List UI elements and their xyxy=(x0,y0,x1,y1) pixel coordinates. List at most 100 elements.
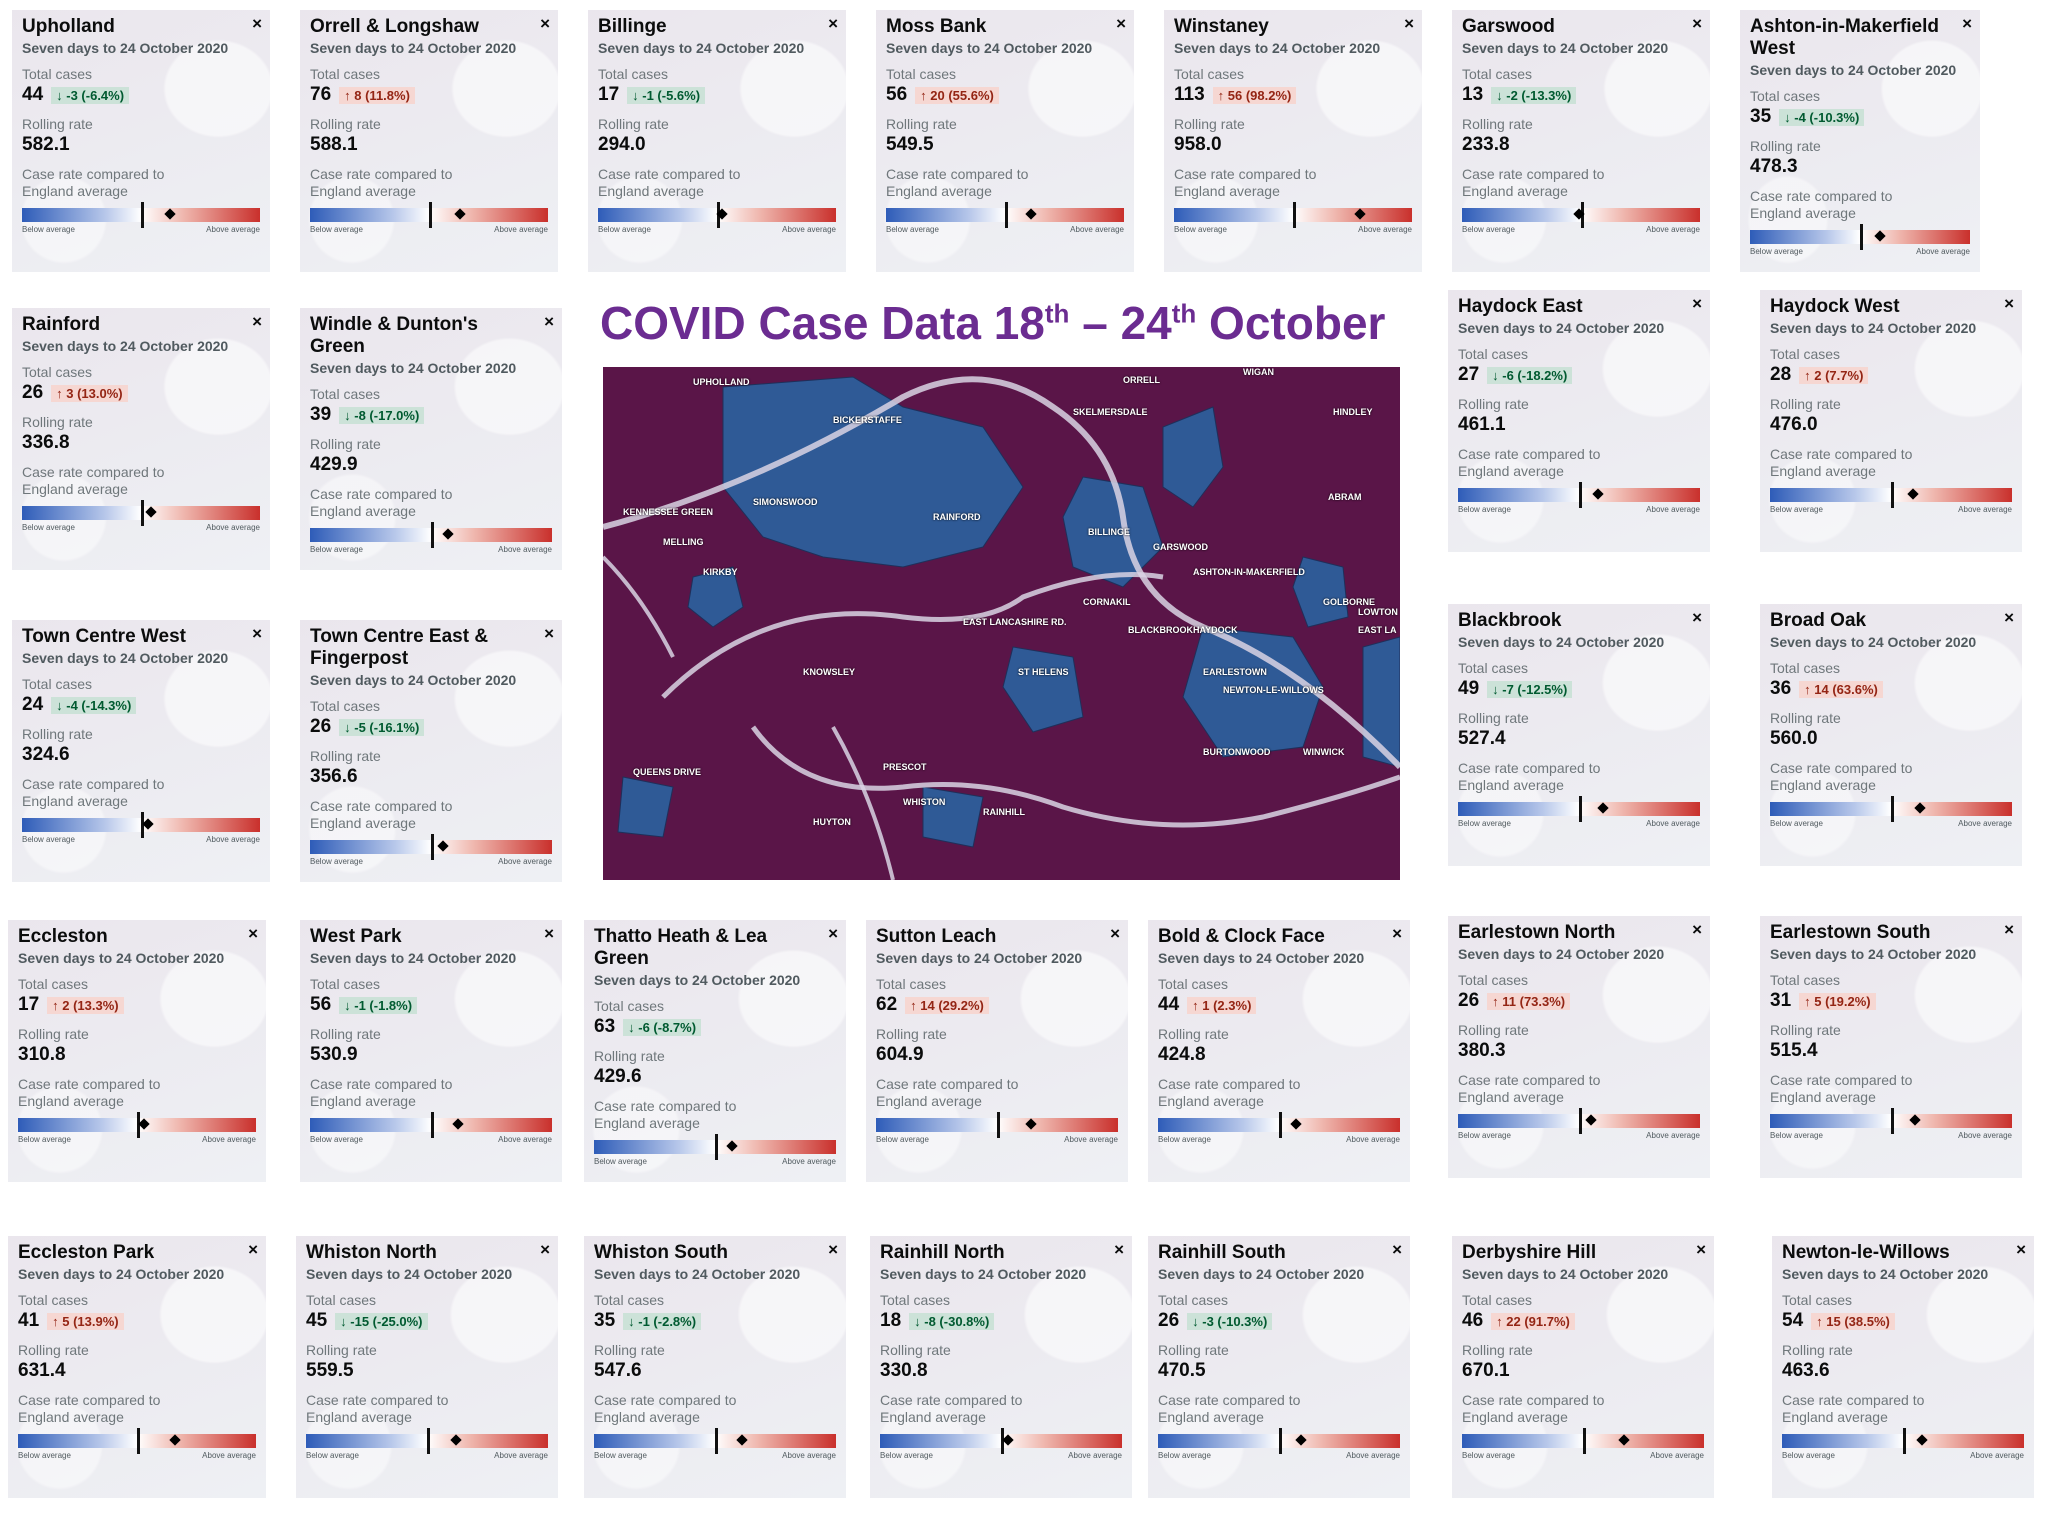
ward-card[interactable]: × Sutton Leach Seven days to 24 October 20… xyxy=(866,920,1128,1182)
ward-card[interactable]: × Winstaney Seven days to 24 October 2020 T… xyxy=(1164,10,1422,272)
ward-card[interactable]: × Town Centre East & Fingerpost Seven days… xyxy=(300,620,562,882)
below-average-region xyxy=(617,776,674,838)
ward-card[interactable]: × Whiston South Seven days to 24 October 2… xyxy=(584,1236,846,1498)
compare-label: Case rate compared to England average xyxy=(306,1392,548,1426)
ward-card[interactable]: × West Park Seven days to 24 October 2020 T… xyxy=(300,920,562,1182)
ward-card[interactable]: × Upholland Seven days to 24 October 2020 T… xyxy=(12,10,270,272)
compare-line-2: England average xyxy=(1158,1409,1264,1425)
ward-card[interactable]: × Whiston North Seven days to 24 October 2… xyxy=(296,1236,558,1498)
compare-label: Case rate compared to England average xyxy=(1458,446,1700,480)
ward-card[interactable]: × Rainhill North Seven days to 24 October … xyxy=(870,1236,1132,1498)
ward-card[interactable]: × Newton-le-Willows Seven days to 24 Octob… xyxy=(1772,1236,2034,1498)
close-icon[interactable]: × xyxy=(2004,294,2014,313)
close-icon[interactable]: × xyxy=(1962,14,1972,33)
ward-card[interactable]: × Thatto Heath & Lea Green Seven days to 2… xyxy=(584,920,846,1182)
close-icon[interactable]: × xyxy=(1114,1240,1124,1259)
compare-line-2: England average xyxy=(22,793,128,809)
close-icon[interactable]: × xyxy=(252,312,262,331)
change-badge: ↑ 3 (13.0%) xyxy=(51,384,128,402)
total-cases-label: Total cases xyxy=(306,1292,377,1308)
close-icon[interactable]: × xyxy=(1404,14,1414,33)
compare-label: Case rate compared to England average xyxy=(1770,446,2012,480)
period-label: Seven days to 24 October 2020 xyxy=(1770,320,1977,336)
ward-map[interactable]: UPHOLLAND ORRELL WIGAN BICKERSTAFFE SKELMERS… xyxy=(603,367,1400,880)
ward-name: Windle & Dunton's Green xyxy=(310,314,478,357)
change-value: 11 (73.3%) xyxy=(1502,993,1566,1009)
ward-card[interactable]: × Town Centre West Seven days to 24 Octobe… xyxy=(12,620,270,882)
close-icon[interactable]: × xyxy=(540,1240,550,1259)
ward-card[interactable]: × Haydock West Seven days to 24 October 20… xyxy=(1760,290,2022,552)
close-icon[interactable]: × xyxy=(2004,608,2014,627)
ward-card[interactable]: × Rainhill South Seven days to 24 October … xyxy=(1148,1236,1410,1498)
close-icon[interactable]: × xyxy=(248,924,258,943)
rolling-rate-value: 429.9 xyxy=(310,454,358,475)
compare-label: Case rate compared to England average xyxy=(18,1392,256,1426)
ward-card[interactable]: × Broad Oak Seven days to 24 October 2020 T… xyxy=(1760,604,2022,866)
ward-card[interactable]: × Eccleston Seven days to 24 October 2020 T… xyxy=(8,920,266,1182)
close-icon[interactable]: × xyxy=(828,924,838,943)
ward-rate-marker xyxy=(169,1434,181,1446)
ward-card[interactable]: × Ashton-in-Makerfield West Seven days to … xyxy=(1740,10,1980,272)
close-icon[interactable]: × xyxy=(1692,14,1702,33)
arrow-down-icon: ↓ xyxy=(344,997,355,1013)
change-value: 1 (2.3%) xyxy=(1202,997,1252,1013)
ward-card[interactable]: × Blackbrook Seven days to 24 October 2020… xyxy=(1448,604,1710,866)
close-icon[interactable]: × xyxy=(828,14,838,33)
close-icon[interactable]: × xyxy=(544,924,554,943)
ward-rate-marker xyxy=(726,1140,738,1152)
compare-label: Case rate compared to England average xyxy=(310,166,548,200)
ward-card[interactable]: × Haydock East Seven days to 24 October 20… xyxy=(1448,290,1710,552)
rolling-rate-value: 478.3 xyxy=(1750,156,1798,177)
close-icon[interactable]: × xyxy=(1696,1240,1706,1259)
comparison-bar xyxy=(310,834,552,860)
change-badge: ↓ -5 (-16.1%) xyxy=(339,718,425,736)
close-icon[interactable]: × xyxy=(1110,924,1120,943)
close-icon[interactable]: × xyxy=(1392,924,1402,943)
ward-rate-marker xyxy=(142,818,154,830)
total-cases-label: Total cases xyxy=(1458,660,1529,676)
total-cases-value: 39 xyxy=(310,404,332,425)
close-icon[interactable]: × xyxy=(252,14,262,33)
close-icon[interactable]: × xyxy=(1392,1240,1402,1259)
close-icon[interactable]: × xyxy=(1116,14,1126,33)
cases-row: 54 ↑ 15 (38.5%) xyxy=(1782,1310,2024,1332)
close-icon[interactable]: × xyxy=(2004,920,2014,939)
rolling-rate-label: Rolling rate xyxy=(880,1342,951,1358)
total-cases-value: 27 xyxy=(1458,364,1480,385)
ward-rate-marker xyxy=(437,840,449,852)
ward-card[interactable]: × Orrell & Longshaw Seven days to 24 Octob… xyxy=(300,10,558,272)
close-icon[interactable]: × xyxy=(1692,294,1702,313)
close-icon[interactable]: × xyxy=(248,1240,258,1259)
total-cases-label: Total cases xyxy=(1770,660,1841,676)
ward-card[interactable]: × Earlestown North Seven days to 24 Octobe… xyxy=(1448,916,1710,1178)
close-icon[interactable]: × xyxy=(828,1240,838,1259)
compare-line-2: England average xyxy=(1770,1089,1876,1105)
period-label: Seven days to 24 October 2020 xyxy=(310,40,517,56)
ward-card[interactable]: × Garswood Seven days to 24 October 2020 To… xyxy=(1452,10,1710,272)
ward-card[interactable]: × Earlestown South Seven days to 24 Octobe… xyxy=(1760,916,2022,1178)
arrow-down-icon: ↓ xyxy=(1492,367,1503,383)
ward-name: Broad Oak xyxy=(1770,610,1867,631)
ward-card[interactable]: × Rainford Seven days to 24 October 2020 To… xyxy=(12,308,270,570)
compare-line-1: Case rate compared to xyxy=(1782,1392,1925,1408)
ward-card[interactable]: × Windle & Dunton's Green Seven days to 24… xyxy=(300,308,562,570)
close-icon[interactable]: × xyxy=(544,624,554,643)
compare-line-2: England average xyxy=(310,183,416,199)
ward-card[interactable]: × Bold & Clock Face Seven days to 24 Octob… xyxy=(1148,920,1410,1182)
total-cases-value: 18 xyxy=(880,1310,902,1331)
ward-card[interactable]: × Eccleston Park Seven days to 24 October … xyxy=(8,1236,266,1498)
close-icon[interactable]: × xyxy=(2016,1240,2026,1259)
compare-label: Case rate compared to England average xyxy=(1770,760,2012,794)
ward-card[interactable]: × Billinge Seven days to 24 October 2020 To… xyxy=(588,10,846,272)
close-icon[interactable]: × xyxy=(1692,920,1702,939)
ward-card[interactable]: × Derbyshire Hill Seven days to 24 October… xyxy=(1452,1236,1714,1498)
above-average-label: Above average xyxy=(202,1451,256,1460)
comparison-bar xyxy=(880,1428,1122,1454)
above-average-label: Above average xyxy=(1068,1451,1122,1460)
close-icon[interactable]: × xyxy=(540,14,550,33)
ward-card[interactable]: × Moss Bank Seven days to 24 October 2020 T… xyxy=(876,10,1134,272)
period-label: Seven days to 24 October 2020 xyxy=(880,1266,1087,1282)
close-icon[interactable]: × xyxy=(544,312,554,331)
close-icon[interactable]: × xyxy=(1692,608,1702,627)
close-icon[interactable]: × xyxy=(252,624,262,643)
